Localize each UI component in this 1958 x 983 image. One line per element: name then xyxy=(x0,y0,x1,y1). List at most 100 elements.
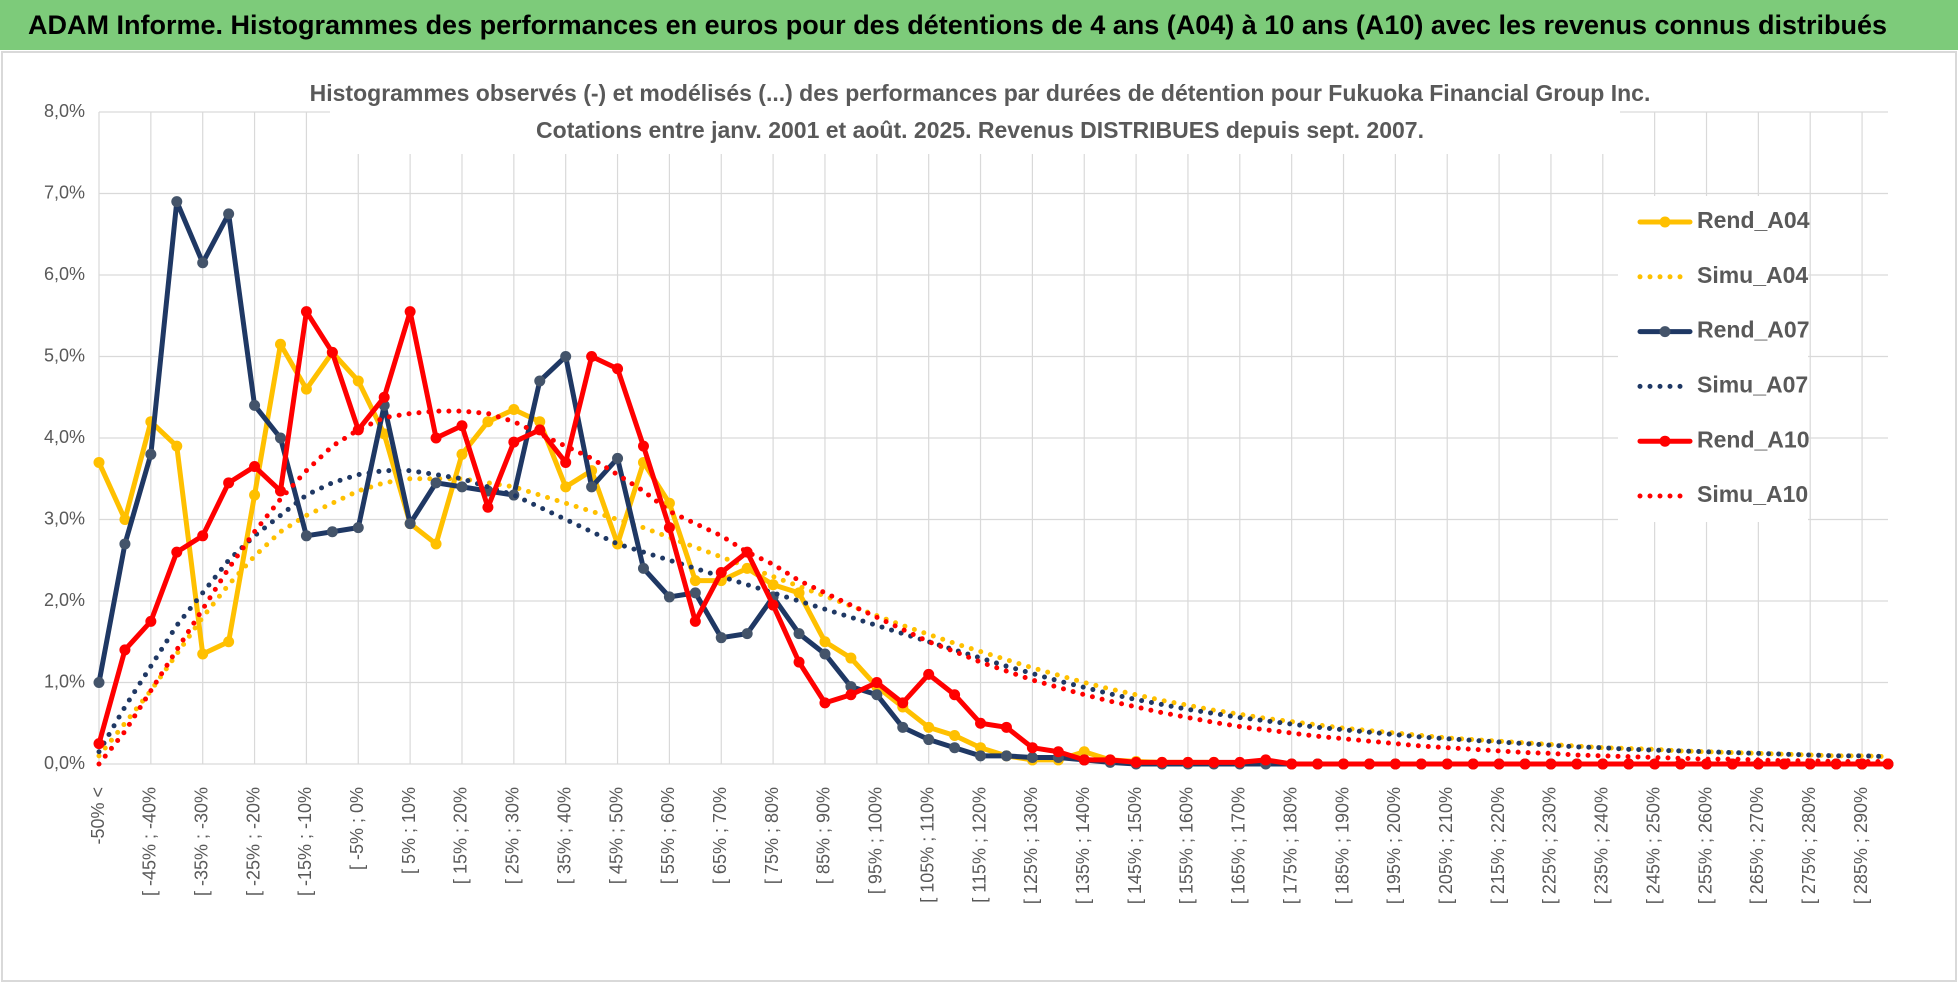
marker xyxy=(975,717,987,729)
marker xyxy=(1415,758,1427,770)
marker xyxy=(1338,758,1350,770)
marker xyxy=(1208,756,1220,768)
marker xyxy=(274,485,286,497)
marker xyxy=(689,575,701,587)
marker xyxy=(119,538,131,550)
legend-box xyxy=(1618,196,1808,522)
marker xyxy=(793,587,805,599)
marker xyxy=(300,306,312,318)
marker xyxy=(949,689,961,701)
marker xyxy=(1000,721,1012,733)
marker xyxy=(274,432,286,444)
legend-label: Simu_A04 xyxy=(1697,262,1808,288)
x-tick-label: [ 105% ; 110% xyxy=(917,787,937,903)
marker xyxy=(1752,758,1764,770)
x-tick-label: [ 165% ; 170% xyxy=(1229,787,1249,904)
legend-label: Simu_A10 xyxy=(1697,481,1808,507)
marker xyxy=(534,416,546,428)
marker xyxy=(1441,758,1453,770)
x-tick-label: [ 45% ; 50% xyxy=(606,787,626,884)
marker xyxy=(1078,754,1090,766)
marker xyxy=(560,481,572,493)
x-tick-label: [ 65% ; 70% xyxy=(710,787,730,884)
y-tick-label: 0,0% xyxy=(44,753,85,773)
marker xyxy=(871,677,883,688)
marker xyxy=(223,636,235,648)
legend-label: Rend_A07 xyxy=(1697,317,1809,343)
marker xyxy=(1078,746,1090,758)
marker xyxy=(1726,758,1738,770)
marker xyxy=(378,391,390,403)
marker xyxy=(1675,758,1687,770)
x-tick-label: [ 95% ; 100% xyxy=(866,787,886,894)
legend-marker xyxy=(1659,435,1671,447)
marker xyxy=(975,742,987,754)
marker xyxy=(1649,758,1661,770)
marker xyxy=(612,363,624,375)
chart-border xyxy=(1,51,1957,982)
marker xyxy=(1493,758,1505,770)
marker xyxy=(249,489,261,501)
chart-subtitle: Cotations entre janv. 2001 et août. 2025… xyxy=(536,117,1424,143)
chart-title: Histogrammes observés (-) et modélisés (… xyxy=(310,80,1651,106)
marker xyxy=(560,351,572,362)
marker xyxy=(352,522,364,534)
marker xyxy=(637,440,649,452)
x-tick-label: [ 155% ; 160% xyxy=(1177,787,1197,904)
marker xyxy=(819,648,831,660)
marker xyxy=(871,689,883,701)
marker xyxy=(1260,754,1272,766)
marker xyxy=(1467,758,1479,770)
marker xyxy=(1389,758,1401,770)
x-tick-label: [ 5% ; 10% xyxy=(399,787,419,874)
marker xyxy=(482,416,494,428)
marker xyxy=(171,546,183,558)
marker xyxy=(793,656,805,668)
marker xyxy=(845,681,857,693)
marker xyxy=(197,648,209,660)
marker xyxy=(119,514,131,525)
marker xyxy=(897,721,909,733)
marker xyxy=(534,375,546,387)
marker xyxy=(949,729,961,741)
legend-marker xyxy=(1659,326,1671,338)
x-tick-label: [ 175% ; 180% xyxy=(1280,787,1300,904)
model-line xyxy=(96,408,1891,767)
marker xyxy=(1545,758,1557,770)
x-tick-label: [ -35% ; -30% xyxy=(191,787,211,896)
x-tick-label: [ 195% ; 200% xyxy=(1384,787,1404,904)
x-tick-label: [ 85% ; 90% xyxy=(814,787,834,884)
marker xyxy=(689,587,701,599)
x-tick-label: [ 215% ; 220% xyxy=(1488,787,1508,904)
marker xyxy=(430,432,442,444)
marker xyxy=(923,721,935,733)
legend-label: Simu_A07 xyxy=(1697,371,1808,397)
marker xyxy=(1571,758,1583,770)
y-tick-label: 2,0% xyxy=(44,590,85,610)
legend-marker xyxy=(1659,216,1671,228)
x-tick-label: [ 115% ; 120% xyxy=(969,787,989,903)
marker xyxy=(586,481,598,493)
marker xyxy=(326,526,338,538)
x-tick-label: [ -25% ; -20% xyxy=(243,787,263,896)
marker xyxy=(949,742,961,754)
marker xyxy=(767,599,779,611)
marker xyxy=(197,257,209,269)
marker xyxy=(793,628,805,640)
marker xyxy=(326,346,338,358)
observed-line xyxy=(96,309,1891,767)
x-tick-label: [ 255% ; 260% xyxy=(1695,787,1715,904)
y-tick-label: 5,0% xyxy=(44,345,85,365)
marker xyxy=(1519,758,1531,770)
x-tick-label: [ 55% ; 60% xyxy=(658,787,678,884)
x-tick-label: [ 205% ; 210% xyxy=(1436,787,1456,904)
marker xyxy=(508,403,520,415)
x-tick-label: [ 235% ; 240% xyxy=(1592,787,1612,904)
x-tick-label: [ 75% ; 80% xyxy=(762,787,782,884)
y-tick-label: 4,0% xyxy=(44,427,85,447)
marker xyxy=(1052,746,1064,758)
marker xyxy=(482,501,494,513)
x-tick-label: [ 265% ; 270% xyxy=(1747,787,1767,904)
